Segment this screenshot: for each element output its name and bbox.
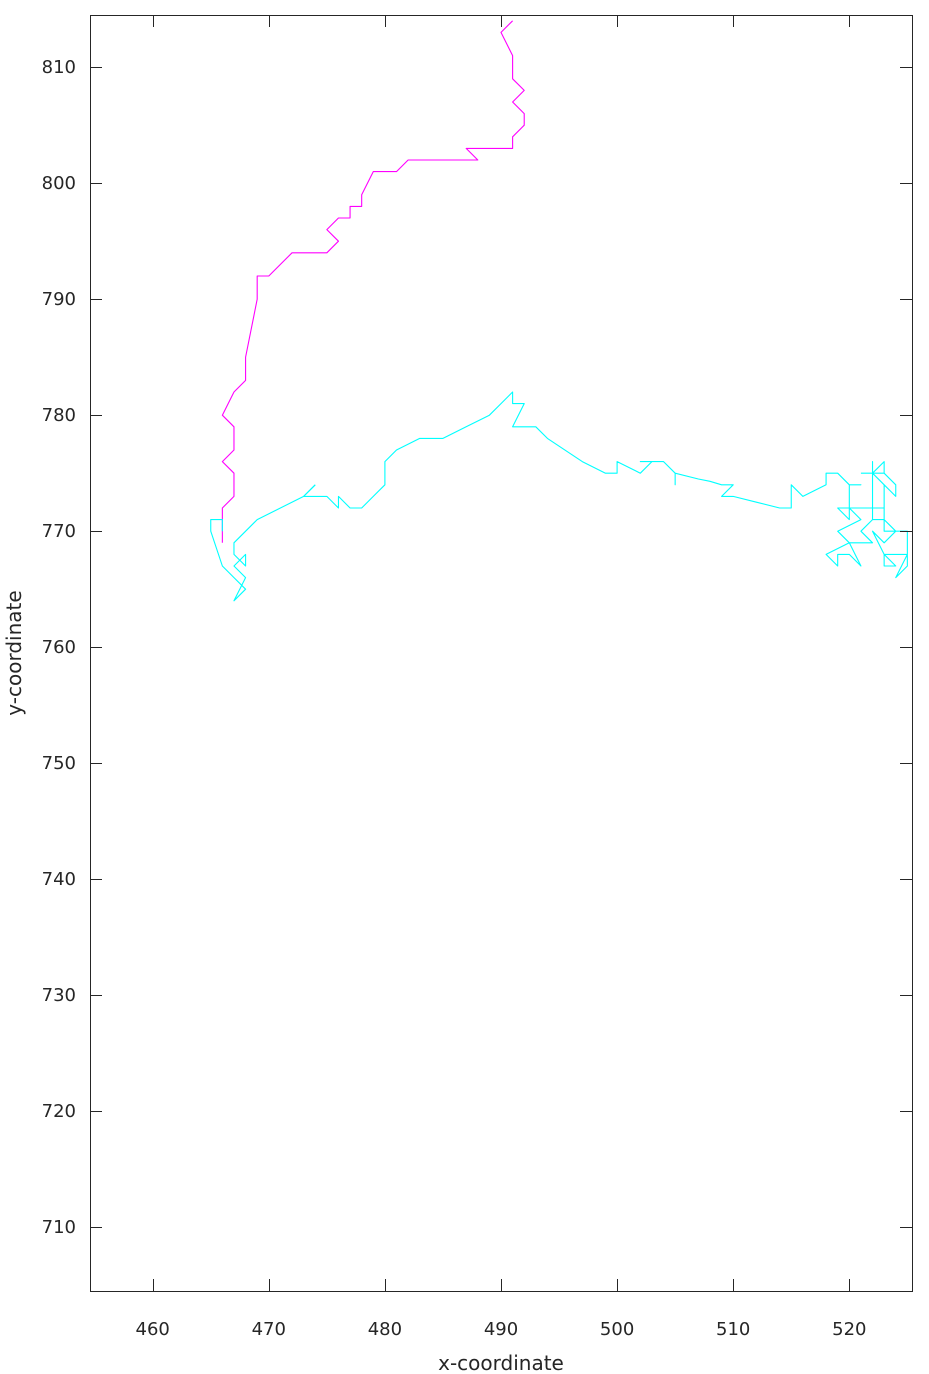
y-tick-label: 790 [42,289,76,310]
x-tick-label: 460 [136,1319,170,1340]
x-axis: 460 470 480 490 500 510 520 [136,15,866,1340]
y-tick-label: 760 [42,637,76,658]
y-tick-label: 800 [42,173,76,194]
x-tick-label: 520 [832,1319,866,1340]
y-tick-label: 770 [42,521,76,542]
y-axis-label: y-coordinate [2,590,26,715]
x-tick-label: 480 [368,1319,402,1340]
y-tick-label: 710 [42,1217,76,1238]
y-tick-label: 740 [42,869,76,890]
series-layer [210,20,908,602]
x-tick-label: 510 [716,1319,750,1340]
y-tick-label: 730 [42,985,76,1006]
y-axis: 710 720 730 740 750 760 770 780 790 800 810 [42,57,912,1238]
y-tick-label: 810 [42,57,76,78]
x-axis-label: x-coordinate [438,1351,564,1374]
series-line-3 [210,484,316,602]
series-line-2 [303,391,908,579]
x-tick-label: 490 [484,1319,518,1340]
y-tick-label: 720 [42,1101,76,1122]
series-line-1 [221,20,525,543]
y-tick-label: 780 [42,405,76,426]
x-tick-label: 500 [600,1319,634,1340]
y-tick-label: 750 [42,753,76,774]
x-tick-label: 470 [252,1319,286,1340]
